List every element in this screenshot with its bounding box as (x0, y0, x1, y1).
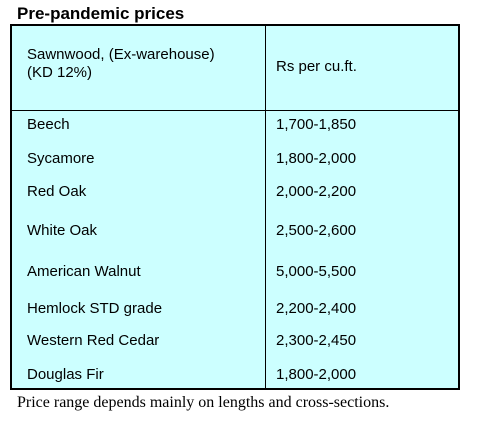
row-species: Douglas Fir (27, 366, 104, 383)
price-table: Sawnwood, (Ex-warehouse) (KD 12%) Rs per… (10, 24, 460, 390)
header-price-unit: Rs per cu.ft. (276, 58, 357, 75)
row-price: 2,300-2,450 (276, 332, 357, 349)
row-price: 1,700-1,850 (276, 116, 357, 133)
row-price: 2,500-2,600 (276, 222, 357, 239)
row-species: Sycamore (27, 150, 95, 167)
header-sawnwood: Sawnwood, (Ex-warehouse) (KD 12%) (27, 46, 257, 82)
row-species: American Walnut (27, 263, 141, 280)
row-price: 5,000-5,500 (276, 263, 357, 280)
footnote: Price range depends mainly on lengths an… (17, 394, 390, 411)
row-price: 1,800-2,000 (276, 366, 357, 383)
column-divider (265, 26, 266, 388)
row-species: Beech (27, 116, 70, 133)
row-species: Western Red Cedar (27, 332, 160, 349)
page-title: Pre-pandemic prices (17, 4, 185, 23)
row-price: 2,200-2,400 (276, 300, 357, 317)
row-price: 2,000-2,200 (276, 183, 357, 200)
row-species: Hemlock STD grade (27, 300, 163, 317)
header-sawnwood-line1: Sawnwood, (Ex-warehouse) (27, 46, 215, 63)
row-species: White Oak (27, 222, 98, 239)
row-price: 1,800-2,000 (276, 150, 357, 167)
header-sawnwood-line2: (KD 12%) (27, 64, 93, 81)
row-species: Red Oak (27, 183, 87, 200)
header-divider (12, 110, 458, 111)
